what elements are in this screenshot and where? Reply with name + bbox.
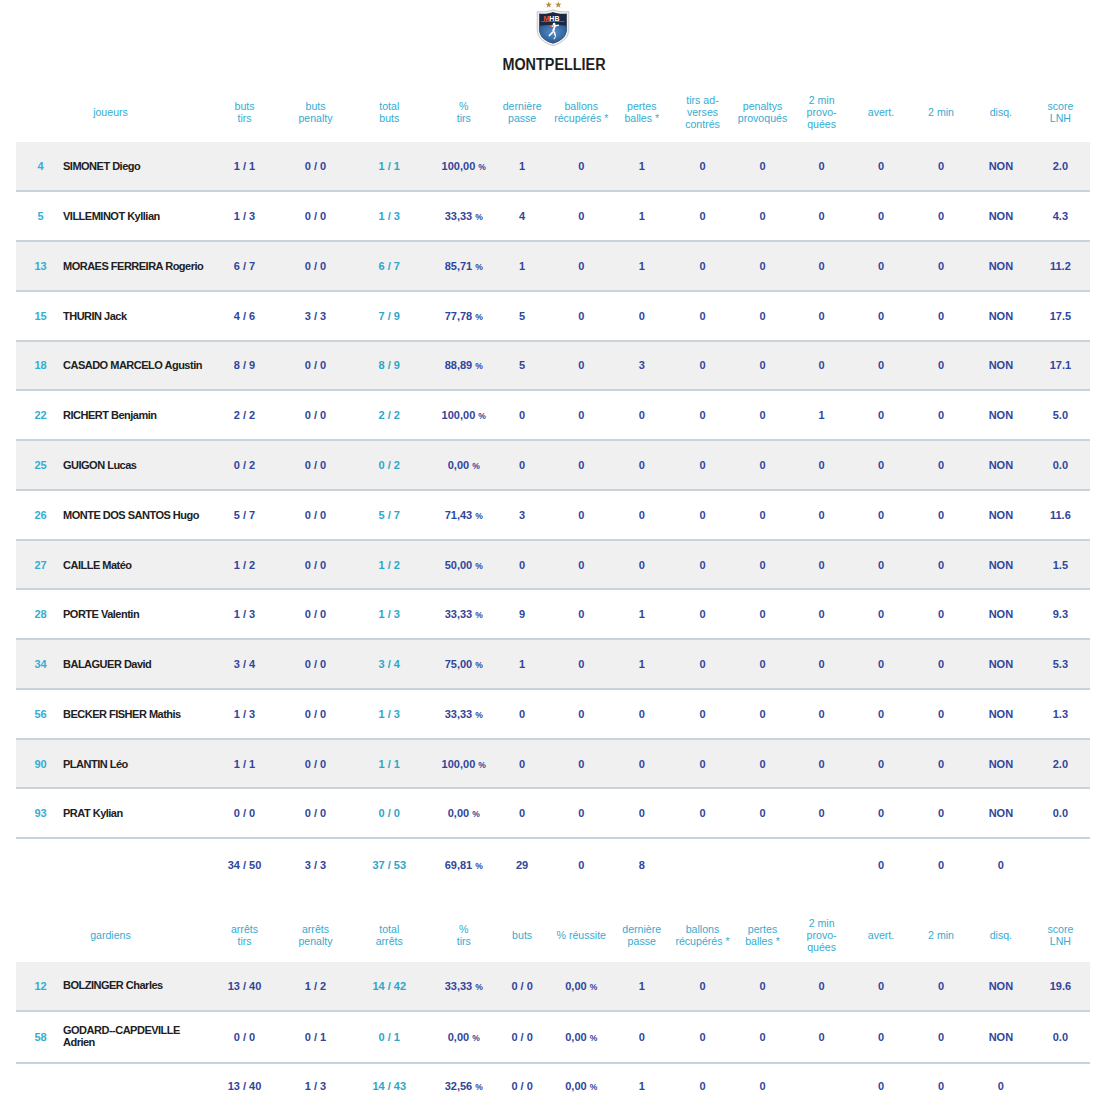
svg-text:MHB: MHB [544,15,560,22]
